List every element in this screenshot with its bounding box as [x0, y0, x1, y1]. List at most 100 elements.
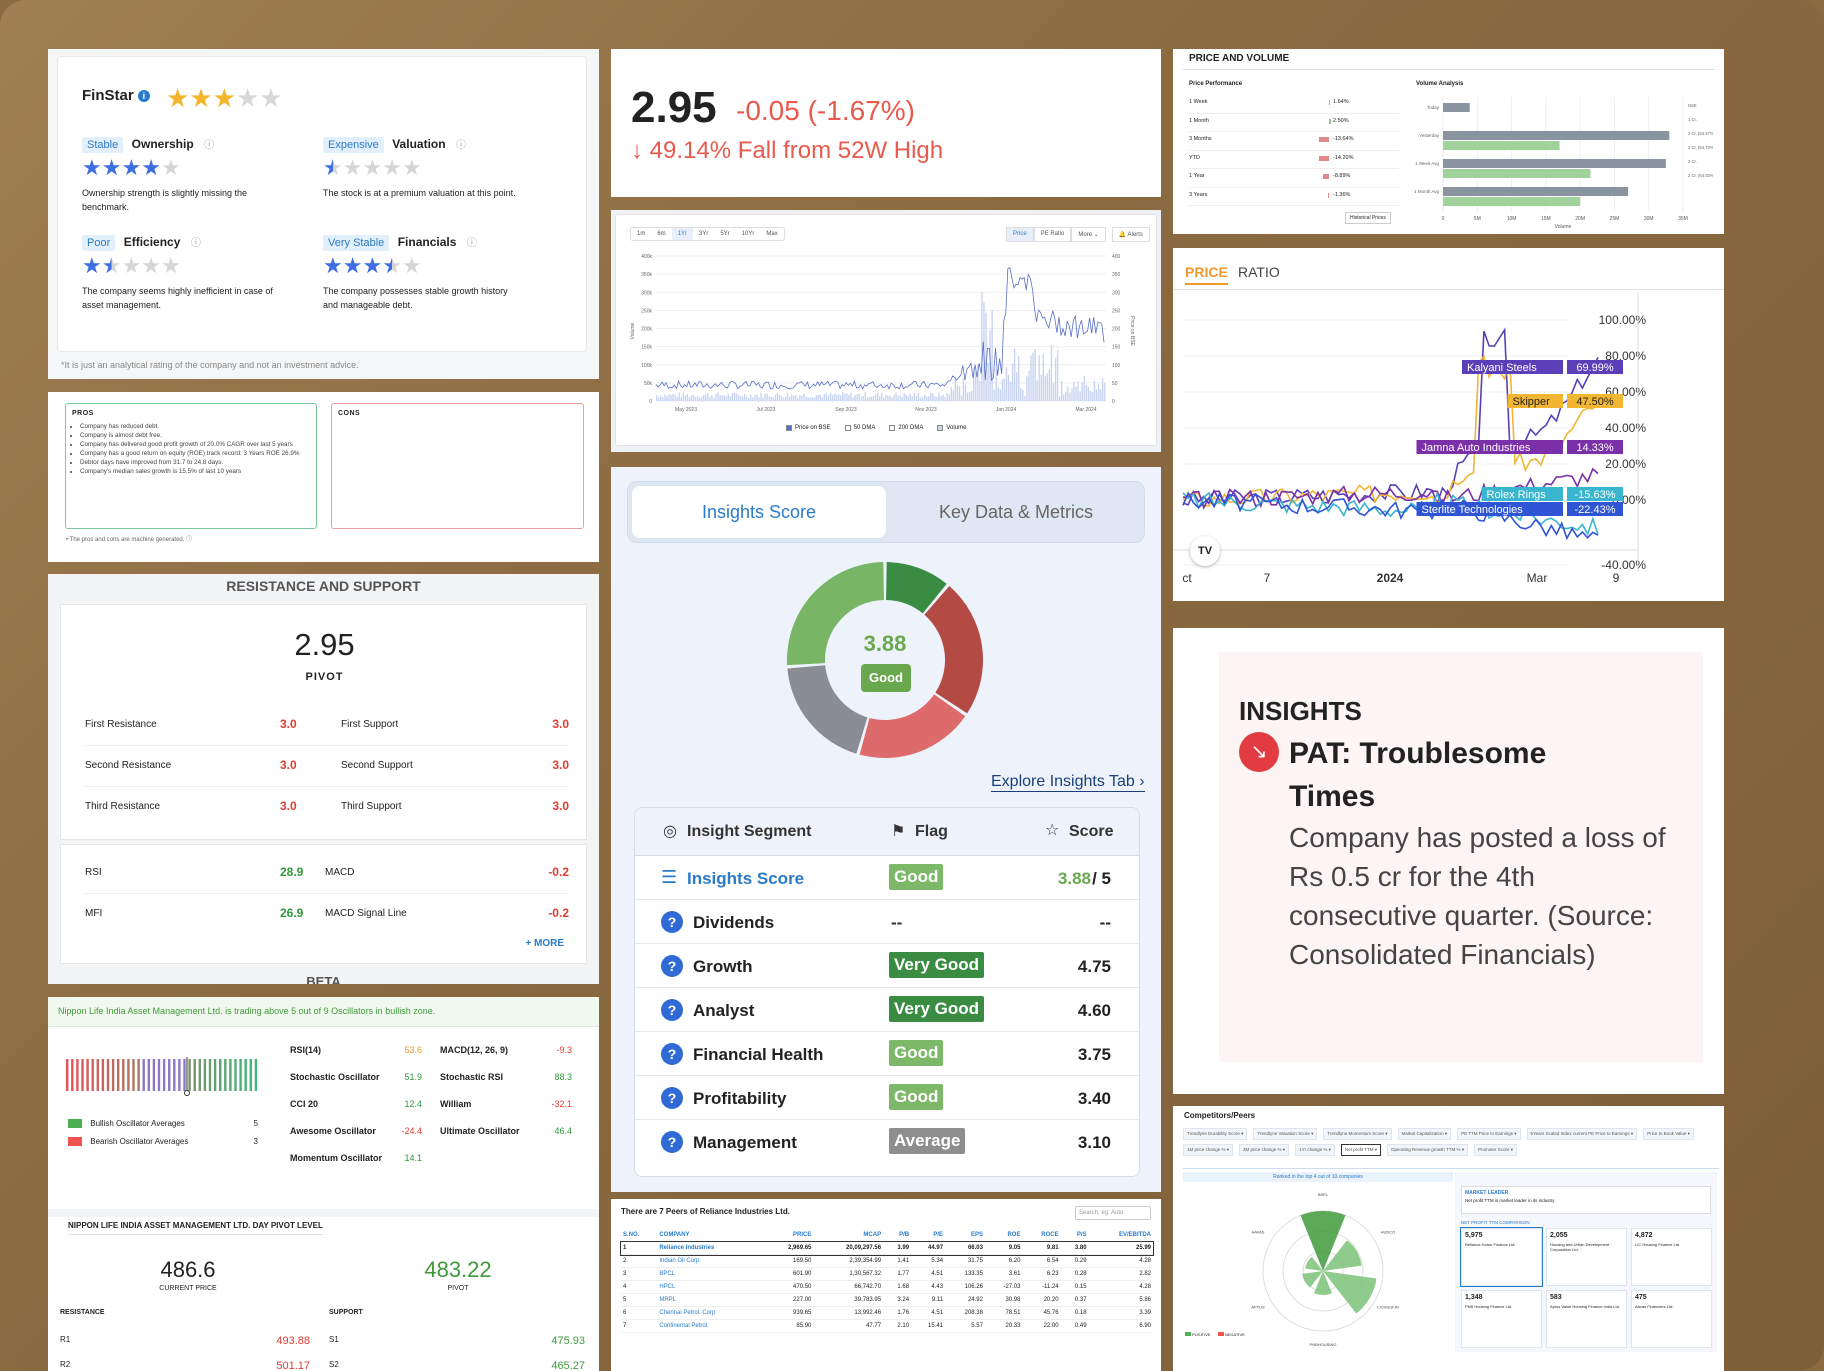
comp-filter-chip[interactable]: Promoter Score ▾ — [1474, 1144, 1518, 1156]
star-icon: ★ — [259, 83, 283, 113]
info-icon[interactable]: i — [137, 90, 150, 103]
legend-item[interactable]: 200 DMA — [889, 425, 923, 431]
range-tab-10Yr[interactable]: 10Yr — [741, 231, 755, 237]
peers-row[interactable]: 3 BPCL 601.90 1,30,567.32 1.77 4.51 133.35 3.61… — [621, 1267, 1153, 1281]
peers-search[interactable]: Search, eg: Auto — [1075, 1206, 1151, 1220]
comp-filter-chip[interactable]: Operating Revenue growth TTM % ▾ — [1387, 1144, 1468, 1156]
insight-row[interactable]: ? Financial Health Good 3.75 — [635, 1032, 1139, 1076]
more-link[interactable]: + MORE — [525, 938, 564, 949]
resistance-value: 3.0 — [280, 717, 297, 731]
comp-filter-chip[interactable]: 1Yr change % ▾ — [1295, 1144, 1335, 1156]
peers-row[interactable]: 4 HPCL 470.50 66,742.70 1.68 4.43 106.26 -27.03… — [621, 1280, 1153, 1294]
range-tab-6m[interactable]: 6m — [657, 231, 666, 237]
gauge-needle-dot — [184, 1090, 190, 1096]
peers-cell[interactable]: Continental Petrol. — [657, 1319, 765, 1333]
peers-header-cell[interactable]: P/E — [911, 1229, 946, 1242]
peers-row[interactable]: 5 MRPL 227.00 39,783.95 3.24 9.11 24.92 30.98 20… — [621, 1293, 1153, 1307]
insight-row[interactable]: ? Management Average 3.10 — [635, 1120, 1139, 1164]
oscillator-label: Ultimate Oscillator — [440, 1126, 520, 1136]
range-tab-Max[interactable]: Max — [766, 231, 778, 237]
info-icon[interactable]: ⓘ — [466, 238, 477, 249]
comp-filter-chip[interactable]: Net profit TTM ▾ — [1340, 1144, 1382, 1156]
peers-cell[interactable]: Chennai Petrol. Corp — [657, 1306, 765, 1320]
legend-item[interactable]: 50 DMA — [844, 425, 875, 431]
pro-item: Company has reduced debt. — [80, 422, 310, 431]
peers-row[interactable]: 7 Continental Petrol. 85.90 47.77 2.10 15.41 5… — [621, 1319, 1153, 1333]
chart-tab-price[interactable]: Price — [1006, 227, 1034, 242]
comp-card[interactable]: 583 Aptus Value Housing Finance India Ltd… — [1546, 1290, 1627, 1348]
peers-cell[interactable]: BPCL — [657, 1267, 765, 1281]
range-tab-3Yr[interactable]: 3Yr — [699, 231, 709, 237]
peers-cell: 6.90 — [1088, 1319, 1153, 1333]
comp-filter-chip[interactable]: Trendlyne Momentum Score ▾ — [1323, 1128, 1392, 1140]
comp-filter-chip[interactable]: Price to Book Value ▾ — [1643, 1128, 1694, 1140]
legend-item[interactable]: Price on BSE — [786, 425, 831, 431]
peers-row[interactable]: 6 Chennai Petrol. Corp 939.65 13,992.46 1.76… — [621, 1306, 1153, 1320]
gauge-bar — [122, 1059, 125, 1091]
peers-cell[interactable]: MRPL — [657, 1293, 765, 1307]
peers-row[interactable]: 2 Indian Oil Corp. 169.50 2,39,354.99 1.41 5.… — [621, 1254, 1153, 1268]
comp-card[interactable]: 5,975 Reliance Home Finance Ltd. — [1460, 1227, 1543, 1287]
peers-cell: 3.24 — [883, 1293, 912, 1307]
insight-row[interactable]: ? Analyst Very Good 4.60 — [635, 988, 1139, 1032]
explore-insights-link[interactable]: Explore Insights Tab › — [991, 773, 1145, 792]
comp-filter-chip[interactable]: 5Years Scaled Index current PE Price to … — [1526, 1128, 1638, 1140]
comp-filter-chip[interactable]: Trendlyne Durability Score ▾ — [1183, 1128, 1248, 1140]
volume-bar — [960, 395, 963, 401]
perf-row: 1 Year -8.89% — [1189, 169, 1399, 188]
comp-filter-chip[interactable]: Market Capitalization ▾ — [1397, 1128, 1452, 1140]
insight-row[interactable]: ? Growth Very Good 4.75 — [635, 944, 1139, 988]
volume-bar — [1007, 374, 1010, 401]
volume-bar — [1085, 384, 1087, 401]
info-icon[interactable]: ⓘ — [456, 140, 467, 151]
info-icon[interactable]: ⓘ — [190, 238, 201, 249]
peers-header-cell[interactable]: S.NO. — [621, 1229, 658, 1242]
peers-header-cell[interactable]: ROE — [984, 1229, 1023, 1242]
peers-header-cell[interactable]: P/B — [883, 1229, 912, 1242]
peers-cell: 133.35 — [945, 1267, 985, 1281]
peers-header-cell[interactable]: ROCE — [1022, 1229, 1061, 1242]
chart-tab-alerts[interactable]: 🔔 Alerts — [1111, 227, 1150, 242]
volume-bar — [846, 393, 848, 401]
comp-card[interactable]: 1,348 PNB Housing Finance Ltd. — [1461, 1290, 1542, 1348]
peers-header-cell[interactable]: P/S — [1060, 1229, 1089, 1242]
comp-filter-chip[interactable]: 3M price change % ▾ — [1239, 1144, 1290, 1156]
volume-bar — [1026, 376, 1028, 401]
comp-filter-chip[interactable]: 1M price change % ▾ — [1183, 1144, 1234, 1156]
peers-cell[interactable]: HPCL — [657, 1280, 765, 1294]
peers-cell[interactable]: Indian Oil Corp. — [657, 1254, 765, 1268]
info-icon[interactable]: ⓘ — [204, 140, 215, 151]
comp-card[interactable]: 2,055 Housing and Urban Development Corpo… — [1546, 1228, 1627, 1286]
volume-bar — [696, 395, 699, 401]
comp-card[interactable]: 4,872 LIC Housing Finance Ltd. — [1631, 1228, 1712, 1286]
chart-tab-more[interactable]: More ⌄ — [1071, 227, 1106, 242]
volume-bar — [1081, 382, 1083, 401]
peers-row[interactable]: 1 Reliance Industries 2,969.65 20,09,297.56… — [620, 1240, 1154, 1256]
volume-bar — [805, 396, 807, 401]
range-tab-1Yr[interactable]: 1Yr — [671, 228, 694, 240]
comp-card[interactable]: 475 Aavas Financiers Ltd. — [1631, 1290, 1712, 1348]
peers-header-cell[interactable]: COMPANY — [657, 1229, 765, 1242]
x-tick: Nov 2023 — [915, 407, 937, 413]
comp-filter-chip[interactable]: PE TTM Price to Earnings ▾ — [1457, 1128, 1521, 1140]
insight-row[interactable]: ? Dividends -- -- — [635, 900, 1139, 944]
insight-row[interactable]: ? Profitability Good 3.40 — [635, 1076, 1139, 1120]
peers-header-cell[interactable]: EPS — [945, 1229, 985, 1242]
gauge-bar — [239, 1059, 242, 1091]
peers-header-cell[interactable]: EV/EBITDA — [1088, 1229, 1153, 1242]
chart-tab-pe-ratio[interactable]: PE Ratio — [1033, 227, 1072, 242]
peers-header-cell[interactable]: MCAP — [813, 1229, 884, 1242]
volume-analysis-chart: 0 5M 10M 15M 20M 25M 30M 35M Volume Today Yesterda… — [1414, 97, 1713, 229]
range-tab-5Yr[interactable]: 5Yr — [720, 231, 730, 237]
insight-row[interactable]: ☰ Insights Score Good 3.88 / 5 — [635, 856, 1139, 900]
tab-insights-score[interactable]: Insights Score — [632, 486, 886, 538]
tab-price[interactable]: PRICE — [1185, 264, 1228, 285]
legend-item[interactable]: Volume — [937, 425, 966, 431]
historical-prices-button[interactable]: Historical Prices — [1345, 212, 1391, 224]
comp-filter-chip[interactable]: Trendlyne Valuation Score ▾ — [1253, 1128, 1318, 1140]
tab-ratio[interactable]: RATIO — [1238, 264, 1280, 280]
range-tab-1m[interactable]: 1m — [637, 231, 646, 237]
peers-cell[interactable]: Reliance Industries — [657, 1241, 765, 1255]
peers-header-cell[interactable]: PRICE — [764, 1229, 814, 1242]
tab-key-data-metrics[interactable]: Key Data & Metrics — [938, 502, 1094, 522]
